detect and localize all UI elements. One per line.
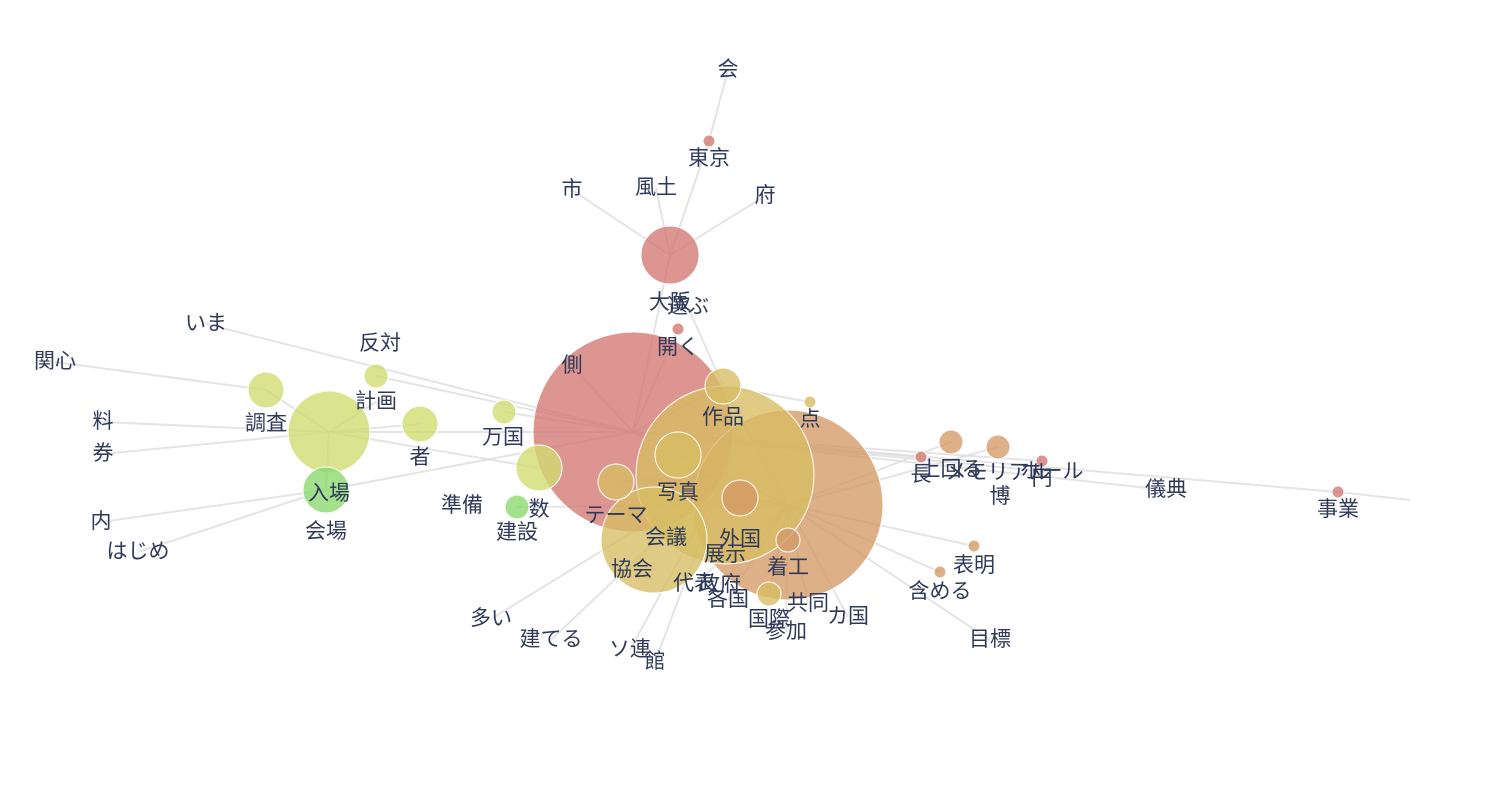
node-label-風土: 風土 (635, 175, 677, 199)
node-label-参加: 参加 (765, 619, 807, 643)
node-label-点: 点 (800, 407, 821, 431)
node-東京 (702, 134, 716, 148)
node-label-いま: いま (185, 311, 227, 335)
node-label-反対: 反対 (359, 331, 401, 355)
node-label-円: 円 (1032, 466, 1053, 490)
node-表明 (967, 539, 981, 553)
node-label-東京: 東京 (688, 146, 730, 170)
node-label-府: 府 (755, 183, 776, 207)
node-長 (914, 450, 928, 464)
node-label-市: 市 (562, 177, 583, 201)
node-label-ホール: ホール (1021, 459, 1084, 483)
edge-関心-調査 (54, 361, 267, 391)
node-label-写真: 写真 (657, 480, 699, 504)
node-label-作品: 作品 (702, 405, 744, 429)
edge-会-東京 (708, 69, 729, 142)
node-label-長: 長 (911, 462, 932, 486)
node-label-外国: 外国 (719, 527, 761, 551)
edge-内-会場 (100, 489, 327, 523)
node-含める (933, 565, 947, 579)
node-label-目標: 目標 (969, 627, 1011, 651)
node-label-会: 会 (718, 57, 739, 81)
node-label-多い: 多い (470, 606, 512, 630)
node-上回る (938, 429, 964, 455)
node-label-展示: 展示 (704, 542, 746, 566)
node-label-数: 数 (529, 497, 550, 521)
node-label-入場: 入場 (308, 481, 350, 505)
node-label-共同: 共同 (787, 591, 829, 615)
node-label-会場: 会場 (305, 519, 347, 543)
node-反対 (363, 363, 389, 389)
node-label-協会: 協会 (611, 557, 653, 581)
node-数 (515, 444, 563, 492)
node-メモリアル (985, 434, 1011, 460)
node-label-国際: 国際 (748, 607, 790, 631)
node-大阪 (640, 225, 700, 285)
node-label-準備: 準備 (441, 493, 483, 517)
node-着工 (775, 527, 801, 553)
node-label-会議: 会議 (645, 525, 687, 549)
node-label-大阪: 大阪 (649, 290, 691, 314)
node-label-テーマ: テーマ (585, 503, 648, 527)
node-label-表明: 表明 (953, 553, 995, 577)
node-label-博: 博 (990, 484, 1011, 508)
node-label-万国: 万国 (482, 425, 524, 449)
node-開く (671, 322, 685, 336)
node-label-はじめ: はじめ (107, 539, 170, 563)
node-協会 (600, 486, 708, 594)
node-会場 (302, 466, 350, 514)
node-label-カ国: カ国 (827, 604, 869, 628)
node-label-内: 内 (91, 509, 112, 533)
node-label-事業: 事業 (1317, 497, 1359, 521)
node-外国 (721, 479, 759, 517)
node-label-調査: 調査 (245, 411, 287, 435)
node-label-建てる: 建てる (520, 627, 583, 651)
node-label-含める: 含める (909, 579, 972, 603)
node-円 (1035, 454, 1049, 468)
node-準備 (491, 399, 517, 425)
node-label-館: 館 (645, 649, 666, 673)
node-label-上回る: 上回る (920, 457, 983, 481)
node-label-儀典: 儀典 (1145, 477, 1187, 501)
node-調査 (247, 371, 285, 409)
node-label-選ぶ: 選ぶ (667, 294, 709, 318)
edge-はじめ-会場 (137, 489, 327, 553)
node-label-関心: 関心 (34, 349, 76, 373)
nodes-layer (247, 134, 1345, 607)
node-label-料: 料 (93, 409, 114, 433)
node-label-建設: 建設 (496, 520, 538, 544)
node-点 (803, 395, 817, 409)
node-事業 (1331, 485, 1345, 499)
node-label-代表: 代表 (673, 571, 715, 595)
node-label-計画: 計画 (355, 389, 397, 413)
node-label-着工: 着工 (767, 555, 809, 579)
node-label-側: 側 (562, 353, 583, 377)
node-label-ソ連: ソ連 (609, 637, 651, 661)
node-写真 (654, 431, 702, 479)
node-label-者: 者 (410, 445, 431, 469)
node-label-券: 券 (93, 441, 114, 465)
edge-事業-tail (1337, 491, 1411, 501)
node-label-各国: 各国 (707, 587, 749, 611)
node-テーマ (597, 463, 635, 501)
node-label-開く: 開く (657, 335, 699, 359)
node-label-政府: 政府 (699, 572, 741, 596)
node-label-メモリアル: メモリアル (946, 460, 1051, 484)
node-国際 (756, 581, 782, 607)
node-者 (401, 405, 439, 443)
node-作品 (704, 367, 742, 405)
node-建設 (504, 494, 530, 520)
